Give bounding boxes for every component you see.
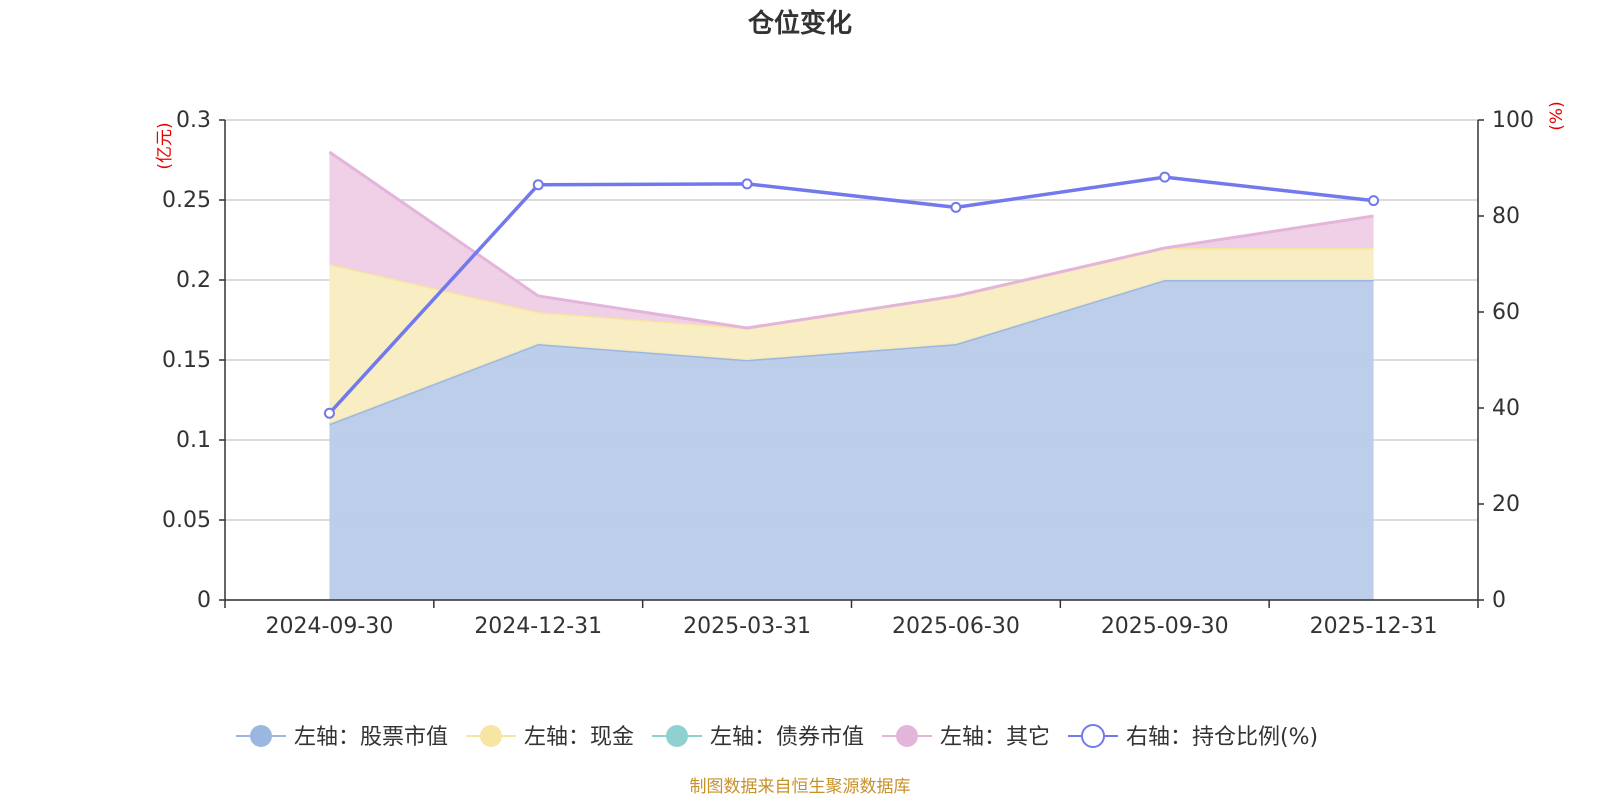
left-tick-label: 0.3 — [176, 108, 211, 133]
x-tick-label: 2025-06-30 — [892, 614, 1020, 639]
legend-item[interactable]: 左轴：股票市值 — [236, 725, 448, 750]
ratio-point — [1159, 171, 1171, 183]
right-tick-label: 0 — [1492, 588, 1506, 613]
x-tick-label: 2024-09-30 — [265, 614, 393, 639]
ratio-line — [323, 171, 1380, 419]
legend-marker — [480, 725, 502, 747]
left-tick-label: 0 — [197, 588, 211, 613]
right-tick-label: 40 — [1492, 396, 1520, 421]
legend-item[interactable]: 左轴：债券市值 — [652, 725, 864, 750]
legend-marker — [896, 725, 918, 747]
x-tick-label: 2024-12-31 — [474, 614, 602, 639]
area-edge-左轴：其它 — [328, 150, 1374, 330]
left-tick-label: 0.1 — [176, 428, 211, 453]
legend[interactable]: 左轴：股票市值 左轴：现金 左轴：债券市值 左轴：其它 右轴：持仓比例(%) — [236, 724, 1318, 750]
ratio-point — [741, 178, 753, 190]
areas — [328, 150, 1374, 600]
legend-marker — [250, 725, 272, 747]
legend-item[interactable]: 左轴：现金 — [466, 725, 634, 750]
chart-title: 仓位变化 — [747, 8, 852, 39]
axes: 0 0.05 0.1 0.15 0.2 0.25 0.3 0 20 40 60 80 100 2024-0… — [155, 101, 1567, 639]
legend-label: 左轴：其它 — [940, 725, 1050, 750]
data-source: 制图数据来自恒生聚源数据库 — [690, 777, 911, 797]
legend-marker — [666, 725, 688, 747]
right-axis-unit: (%) — [1547, 101, 1567, 130]
legend-item[interactable]: 左轴：其它 — [882, 725, 1050, 750]
ratio-point — [532, 179, 544, 191]
area-左轴：现金 — [329, 248, 1374, 424]
legend-label: 右轴：持仓比例(%) — [1126, 725, 1318, 750]
left-tick-label: 0.05 — [162, 508, 211, 533]
right-tick-label: 100 — [1492, 108, 1534, 133]
ratio-line-path — [328, 175, 1374, 415]
left-axis-unit: (亿元) — [155, 122, 175, 169]
ratio-point — [950, 201, 962, 213]
x-tick-label: 2025-09-30 — [1101, 614, 1229, 639]
left-tick-label: 0.25 — [162, 188, 211, 213]
legend-label: 左轴：债券市值 — [710, 725, 864, 750]
left-tick-label: 0.15 — [162, 348, 211, 373]
x-tick-label: 2025-12-31 — [1310, 614, 1438, 639]
legend-label: 左轴：股票市值 — [294, 725, 448, 750]
legend-marker — [1081, 724, 1105, 748]
legend-item[interactable]: 右轴：持仓比例(%) — [1068, 724, 1318, 750]
right-tick-label: 20 — [1492, 492, 1520, 517]
right-tick-label: 60 — [1492, 300, 1520, 325]
area-左轴：股票市值 — [329, 280, 1374, 600]
ratio-point — [1368, 195, 1380, 207]
right-tick-label: 80 — [1492, 204, 1520, 229]
left-tick-label: 0.2 — [176, 268, 211, 293]
ratio-point — [323, 407, 335, 419]
x-tick-label: 2025-03-31 — [683, 614, 811, 639]
legend-label: 左轴：现金 — [524, 725, 634, 750]
